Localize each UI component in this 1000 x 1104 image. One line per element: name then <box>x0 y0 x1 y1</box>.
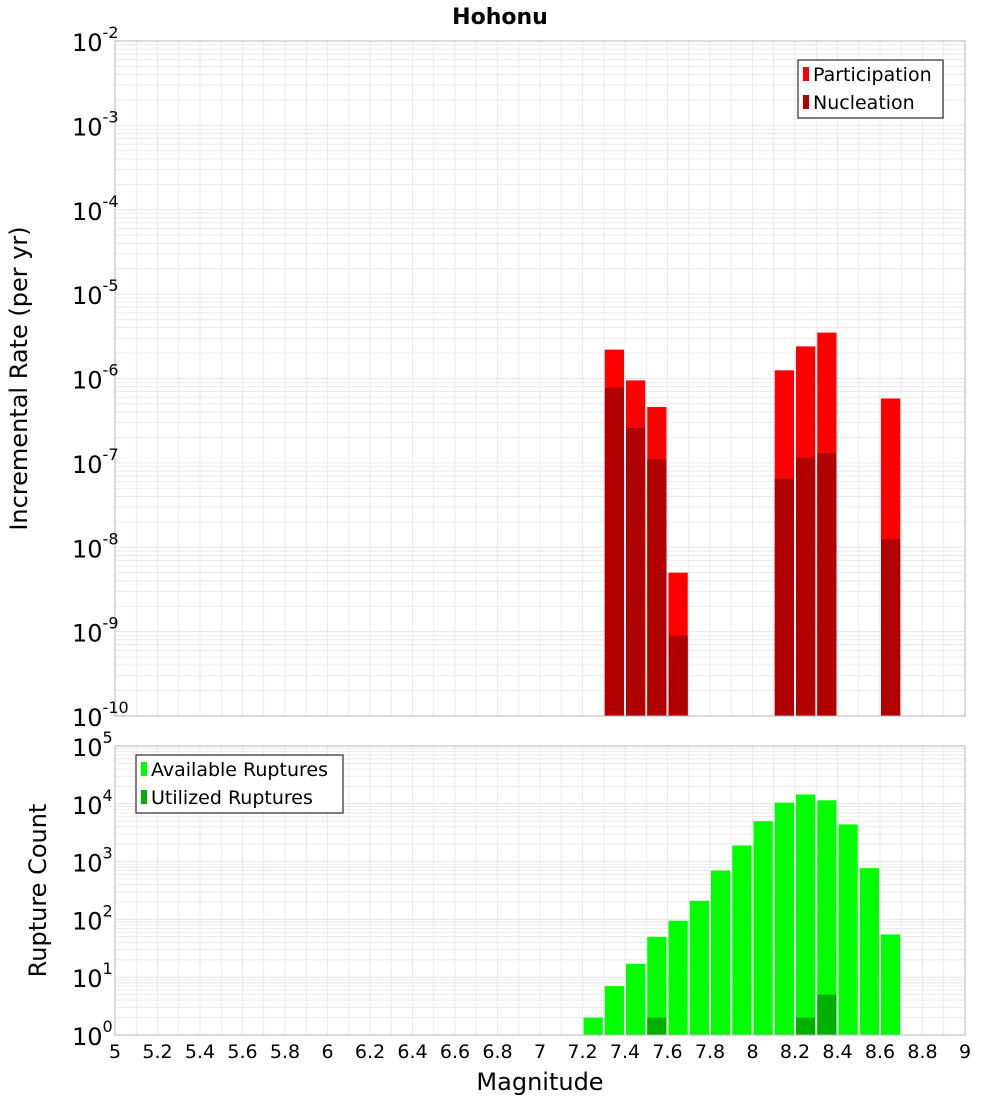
legend-box <box>135 754 344 814</box>
x-axis-label: Magnitude <box>476 1068 603 1096</box>
y-tick-label: 101 <box>72 959 113 993</box>
legend-swatch <box>803 67 809 81</box>
x-tick-label: 6.2 <box>355 1041 385 1063</box>
y-tick-label: 10-8 <box>72 529 119 563</box>
y-axis-label: Rupture Count <box>24 804 52 978</box>
y-tick-label: 103 <box>72 844 113 878</box>
nucleation-bar <box>668 635 688 716</box>
available-ruptures-bar <box>881 934 901 1035</box>
y-tick-label: 10-9 <box>72 614 119 648</box>
y-tick-label: 10-5 <box>72 276 119 310</box>
available-ruptures-bar <box>817 800 837 1035</box>
available-ruptures-bar <box>732 845 752 1035</box>
available-ruptures-bar <box>668 920 688 1035</box>
x-tick-label: 7.2 <box>567 1041 597 1063</box>
x-tick-label: 5.6 <box>227 1041 257 1063</box>
legend-swatch <box>141 762 147 776</box>
nucleation-bar <box>881 539 901 716</box>
x-tick-label: 6 <box>321 1041 333 1063</box>
x-tick-label: 6.6 <box>440 1041 470 1063</box>
utilized-ruptures-bar <box>647 1017 667 1035</box>
y-axis-label: Incremental Rate (per yr) <box>5 226 33 530</box>
y-tick-label: 10-10 <box>72 698 129 732</box>
available-ruptures-bar <box>753 821 773 1035</box>
nucleation-bar <box>817 453 837 716</box>
y-tick-label: 105 <box>72 728 113 762</box>
legend-swatch <box>803 95 809 109</box>
plot-frame <box>114 745 966 1036</box>
legend-label: Nucleation <box>813 92 915 114</box>
x-tick-label: 8 <box>746 1041 758 1063</box>
x-tick-label: 7.6 <box>652 1041 682 1063</box>
nucleation-bar <box>626 427 646 716</box>
y-tick-label: 104 <box>72 786 113 820</box>
x-tick-label: 6.8 <box>482 1041 512 1063</box>
utilized-ruptures-bar <box>796 1017 816 1035</box>
y-tick-label: 10-7 <box>72 445 119 479</box>
y-tick-label: 100 <box>72 1017 113 1051</box>
x-tick-label: 7 <box>534 1041 546 1063</box>
y-tick-label: 10-2 <box>72 23 119 57</box>
x-tick-label: 5.4 <box>185 1041 215 1063</box>
legend-label: Participation <box>813 64 932 86</box>
available-ruptures-bar <box>626 963 646 1035</box>
available-ruptures-bar <box>859 868 879 1035</box>
available-ruptures-bar <box>583 1017 603 1035</box>
x-tick-label: 6.4 <box>397 1041 427 1063</box>
available-ruptures-bar <box>774 802 794 1035</box>
utilized-ruptures-bar <box>817 994 837 1035</box>
y-tick-label: 102 <box>72 901 113 935</box>
plot-frame <box>114 40 966 717</box>
y-tick-label: 10-3 <box>72 107 119 141</box>
x-tick-label: 8.4 <box>822 1041 852 1063</box>
x-tick-label: 8.8 <box>907 1041 937 1063</box>
legend-label: Utilized Ruptures <box>151 787 313 809</box>
x-tick-label: 7.4 <box>610 1041 640 1063</box>
available-ruptures-bar <box>838 824 858 1035</box>
x-tick-label: 7.8 <box>695 1041 725 1063</box>
available-ruptures-bar <box>796 794 816 1035</box>
panel-2: 100 101 102 103 104 105 Rupture Count Available… <box>24 728 966 1051</box>
x-tick-label: 5 <box>109 1041 121 1063</box>
nucleation-bar <box>647 459 667 716</box>
x-tick-label: 8.6 <box>865 1041 895 1063</box>
chart-title: Hohonu <box>452 5 548 30</box>
panel-1: 10-10 10-9 10-8 10-7 10-6 10-5 10-4 10-3 10-2 Inc… <box>5 23 966 732</box>
legend-swatch <box>141 790 147 804</box>
available-ruptures-bar <box>711 870 731 1035</box>
nucleation-bar <box>796 457 816 716</box>
nucleation-bar <box>774 478 794 716</box>
available-ruptures-bar <box>647 936 667 1035</box>
y-tick-label: 10-4 <box>72 192 119 226</box>
legend-box <box>797 59 944 119</box>
nucleation-bar <box>604 387 624 716</box>
x-tick-label: 9 <box>959 1041 971 1063</box>
x-tick-label: 5.2 <box>142 1041 172 1063</box>
legend-label: Available Ruptures <box>151 759 328 781</box>
available-ruptures-bar <box>604 986 624 1035</box>
y-tick-label: 10-6 <box>72 361 119 395</box>
x-tick-label: 8.2 <box>780 1041 810 1063</box>
available-ruptures-bar <box>689 900 709 1035</box>
x-tick-label: 5.8 <box>270 1041 300 1063</box>
